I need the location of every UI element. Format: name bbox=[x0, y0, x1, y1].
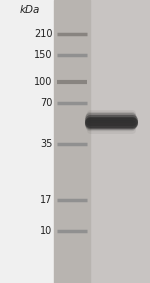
Bar bbox=[54, 0, 150, 283]
Text: kDa: kDa bbox=[20, 5, 40, 15]
Text: 10: 10 bbox=[40, 226, 52, 236]
Text: 210: 210 bbox=[34, 29, 52, 39]
Text: 150: 150 bbox=[34, 50, 52, 60]
Bar bbox=[54, 0, 90, 283]
Bar bbox=[0, 0, 54, 283]
Text: 17: 17 bbox=[40, 194, 52, 205]
Text: 70: 70 bbox=[40, 98, 52, 108]
Text: 100: 100 bbox=[34, 77, 52, 87]
Text: 35: 35 bbox=[40, 139, 52, 149]
